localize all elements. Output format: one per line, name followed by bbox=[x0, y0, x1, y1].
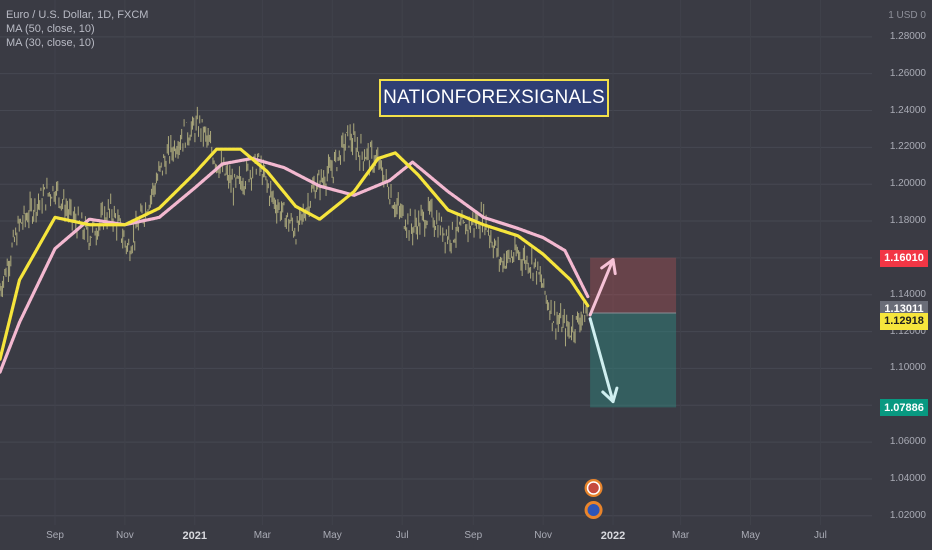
arrow-head bbox=[600, 258, 615, 270]
x-tick-label: Nov bbox=[534, 530, 553, 541]
chart-legend: Euro / U.S. Dollar, 1D, FXCM MA (50, clo… bbox=[6, 8, 148, 50]
stop-price-badge: 1.16010 bbox=[880, 249, 928, 267]
x-tick-label: May bbox=[741, 530, 760, 541]
x-tick-label: Jul bbox=[395, 530, 409, 541]
us-flag-icon bbox=[586, 481, 601, 495]
y-tick-label: 1.18000 bbox=[889, 215, 926, 227]
x-tick-label: Jul bbox=[814, 530, 827, 541]
arrow-head bbox=[611, 386, 619, 404]
y-tick-label: 1.12000 bbox=[889, 325, 926, 337]
y-tick-label: 1.24000 bbox=[889, 104, 926, 116]
x-tick-label: Sep bbox=[464, 530, 483, 541]
ma30-legend[interactable]: MA (30, close, 10) bbox=[6, 37, 95, 49]
ma50-legend[interactable]: MA (50, close, 10) bbox=[6, 23, 95, 35]
eu-flag-icon bbox=[587, 504, 600, 516]
arrow-head bbox=[611, 258, 617, 276]
x-tick-label: Mar bbox=[672, 530, 690, 541]
target-price-badge: 1.07886 bbox=[880, 399, 928, 417]
nationforexsignals-banner: NATIONFOREXSIGNALS bbox=[379, 79, 609, 117]
up-arrow bbox=[588, 258, 615, 317]
y-tick-label: 1.20000 bbox=[889, 178, 926, 190]
down-arrow bbox=[588, 317, 615, 404]
y-tick-label: 1.04000 bbox=[889, 472, 926, 484]
x-tick-label: May bbox=[322, 530, 342, 541]
y-axis-currency: 1 USD 0 bbox=[888, 10, 926, 21]
symbol-title: Euro / U.S. Dollar, 1D, FXCM bbox=[6, 9, 149, 21]
x-tick-label: Sep bbox=[46, 530, 64, 541]
y-tick-label: 1.10000 bbox=[889, 362, 926, 374]
y-tick-label: 1.06000 bbox=[889, 436, 926, 448]
x-tick-label: 2021 bbox=[182, 530, 208, 542]
arrow-head bbox=[601, 390, 615, 404]
y-tick-label: 1.28000 bbox=[889, 30, 926, 42]
ma-price-badge: 1.12918 bbox=[880, 312, 928, 330]
x-tick-label: Nov bbox=[115, 530, 134, 541]
y-tick-label: 1.14000 bbox=[889, 288, 926, 300]
x-tick-label: Mar bbox=[253, 530, 272, 541]
y-tick-label: 1.02000 bbox=[889, 509, 926, 521]
ma50-line bbox=[0, 147, 590, 361]
y-tick-label: 1.26000 bbox=[889, 67, 926, 79]
x-tick-label: 2022 bbox=[600, 530, 626, 542]
y-tick-label: 1.22000 bbox=[889, 141, 926, 153]
ma30-line bbox=[0, 156, 590, 374]
